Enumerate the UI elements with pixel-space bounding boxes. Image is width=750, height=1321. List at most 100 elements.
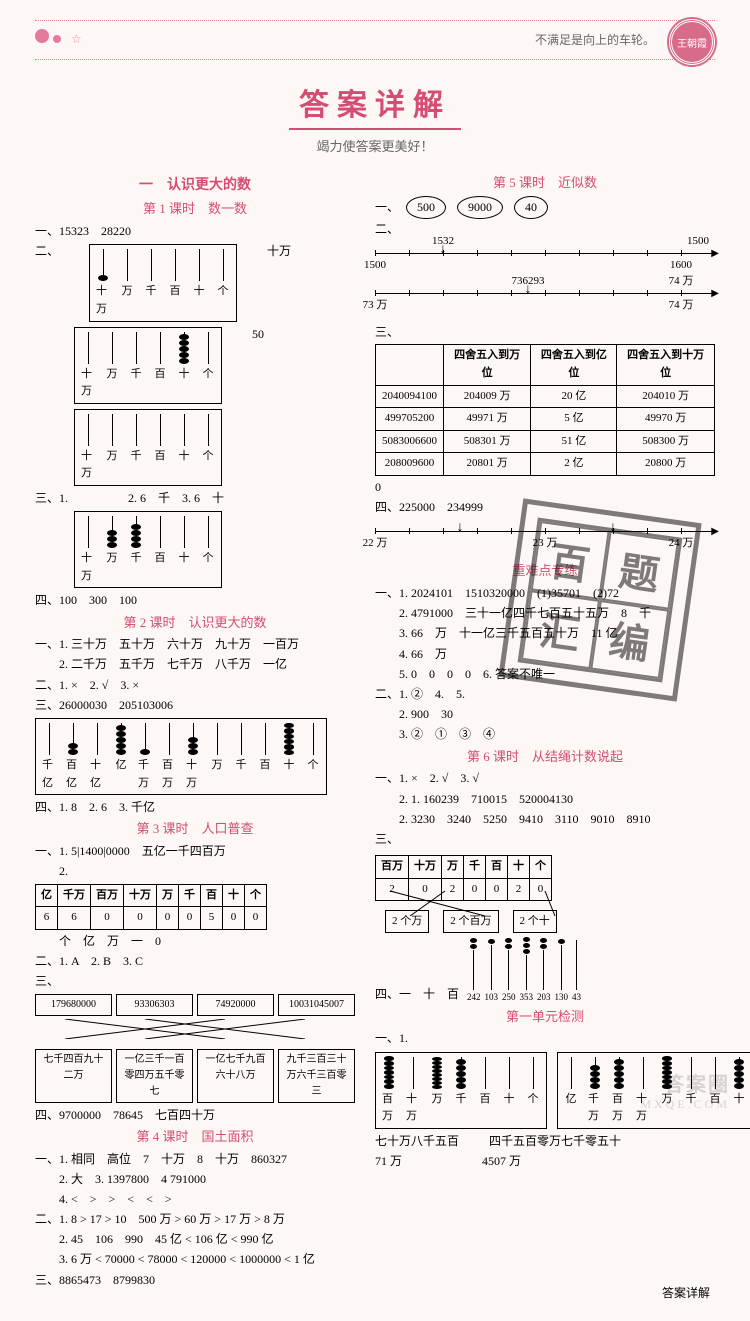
answer-row: 3. ② ① ③ ④ <box>375 725 715 744</box>
table-cell: 2040094100 <box>376 385 444 408</box>
oval-answer: 500 <box>406 196 446 219</box>
answer-row: 一、1. × 2. √ 3. √ <box>375 769 715 788</box>
answer-row: 2. 45 106 990 45 亿 < 106 亿 < 990 亿 <box>35 1230 355 1249</box>
publisher-badge: 王朝霞 <box>669 19 715 65</box>
table-header: 十万 <box>124 884 157 907</box>
table-cell: 0 <box>245 907 267 930</box>
answer-row: 三、26000030 205103006 <box>35 696 355 715</box>
table-cell: 208009600 <box>376 453 444 476</box>
table-cell: 49970 万 <box>617 408 715 431</box>
answer-row: 一、1. 相同 高位 7 十万 8 十万 860327 <box>35 1150 355 1169</box>
abacus-diagram: 千亿 百亿 十亿 亿 千万 百万 十万 万 千 百 十 个 <box>35 718 327 795</box>
table-cell: 0 <box>124 907 157 930</box>
table-cell: 0 <box>157 907 179 930</box>
header-quote: 不满足是向上的车轮。 <box>535 31 655 48</box>
table-cell: 6 <box>58 907 91 930</box>
page-header: ☆ 不满足是向上的车轮。 王朝霞 <box>35 20 715 60</box>
table-header: 四舍五入到十万位 <box>617 345 715 385</box>
answer-row: 2. 3230 3240 5250 9410 3110 9010 8910 <box>375 810 715 829</box>
answer-row: 2. 二千万 五千万 七千万 八千万 一亿 <box>35 655 355 674</box>
answer-value: 50 <box>252 325 264 344</box>
table-header: 百 <box>201 884 223 907</box>
page-title: 答案详解 <box>289 80 461 130</box>
place-value-table: 亿 千万 百万 十万 万 千 百 十 个 6 6 0 0 0 0 <box>35 884 267 930</box>
table-cell: 5083006600 <box>376 430 444 453</box>
tally-column: 43 <box>572 940 581 1004</box>
table-cell: 204010 万 <box>617 385 715 408</box>
answer-row: 二、1. 8 > 17 > 10 500 万 > 60 万 > 17 万 > 8… <box>35 1210 355 1229</box>
right-column: 第 5 课时 近似数 一、 500 9000 40 二、 1532 1500 ↓… <box>375 171 715 1291</box>
table-cell: 20801 万 <box>444 453 531 476</box>
number-box: 93306303 <box>116 994 193 1016</box>
abacus-diagram: 百万 十万 万 千 百 十 个 <box>375 1052 547 1129</box>
answer-row: 4. < > > < < > <box>35 1190 355 1209</box>
number-box: 74920000 <box>197 994 274 1016</box>
value-box: 2 个十 <box>513 910 557 934</box>
oval-answer: 40 <box>514 196 548 219</box>
place-value-diagram: 百万 十万 万 千 百 十 个 2 0 2 0 0 2 <box>375 853 595 933</box>
answer-row: 四、9700000 78645 七百四十万 <box>35 1106 355 1125</box>
watermark-stamp: 百题汇编 <box>498 498 701 701</box>
lesson-4-title: 第 4 课时 国土面积 <box>35 1127 355 1148</box>
lesson-2-title: 第 2 课时 认识更大的数 <box>35 613 355 634</box>
site-watermark-url: MXQE.COM <box>640 1097 730 1112</box>
tally-column: 250 <box>502 938 516 1004</box>
answer-row: 2. 大 3. 1397800 4 791000 <box>35 1170 355 1189</box>
table-header: 四舍五入到万位 <box>444 345 531 385</box>
answer-row: 二、1. × 2. √ 3. × <box>35 676 355 695</box>
answer-row: 三、1. 2. 6 千 3. 6 十 <box>35 489 355 508</box>
answer-row: 四、1. 8 2. 6 3. 千亿 <box>35 798 355 817</box>
table-cell: 6 <box>36 907 58 930</box>
answer-row: 四、一 十 百 <box>375 985 459 1004</box>
answer-value: 4507 万 <box>482 1152 521 1171</box>
table-header <box>376 345 444 385</box>
text-box: 一亿七千九百六十八万 <box>197 1049 274 1103</box>
site-watermark: 答案圈 <box>664 1068 730 1097</box>
answer-row: 一、1. <box>375 1029 715 1048</box>
number-boxes: 179680000 93306303 74920000 10031045007 <box>35 994 355 1016</box>
text-box: 一亿三千一百零四万五千零七 <box>116 1049 193 1103</box>
table-header: 千 <box>179 884 201 907</box>
left-column: 一 认识更大的数 第 1 课时 数一数 一、15323 28220 二、 十万 … <box>35 171 355 1291</box>
table-cell: 0 <box>223 907 245 930</box>
tally-column: 242 <box>467 938 481 1004</box>
lesson-3-title: 第 3 课时 人口普查 <box>35 819 355 840</box>
table-header: 个 <box>245 884 267 907</box>
table-cell: 508301 万 <box>444 430 531 453</box>
table-cell: 508300 万 <box>617 430 715 453</box>
table-cell: 5 <box>201 907 223 930</box>
answer-value: 十万 <box>267 242 291 261</box>
table-cell: 0 <box>91 907 124 930</box>
abacus-diagram: 十万 万 千 百 十 个 <box>74 409 222 486</box>
answer-row: 2. <box>35 862 355 881</box>
table-cell: 51 亿 <box>531 430 617 453</box>
label: 二、 <box>35 242 59 261</box>
table-cell: 5 亿 <box>531 408 617 431</box>
tally-column: 130 <box>555 939 569 1004</box>
lesson-1-title: 第 1 课时 数一数 <box>35 199 355 220</box>
oval-answer: 9000 <box>457 196 503 219</box>
header-decoration: ☆ <box>35 29 82 48</box>
abacus-diagram: 十万 万 千 百 十 个 <box>74 511 222 588</box>
answer-value: 71 万 <box>375 1152 402 1171</box>
answer-row: 一、1. 三十万 五十万 六十万 九十万 一百万 <box>35 635 355 654</box>
number-box: 179680000 <box>35 994 112 1016</box>
table-cell: 20 亿 <box>531 385 617 408</box>
table-header: 百万 <box>91 884 124 907</box>
number-box: 10031045007 <box>278 994 355 1016</box>
page-footer: 答案详解 <box>662 1284 710 1301</box>
answer-row: 一、 500 9000 40 <box>375 196 715 219</box>
table-header: 亿 <box>36 884 58 907</box>
answer-row: 四、100 300 100 <box>35 591 355 610</box>
answer-row: 2. 1. 160239 710015 520004130 <box>375 790 715 809</box>
number-line: 1532 1500 ↓ 1500 1600 <box>375 243 715 273</box>
answer-row: 2. 900 30 <box>375 705 715 724</box>
table-cell: 204009 万 <box>444 385 531 408</box>
answer-row: 三、8865473 8799830 <box>35 1271 355 1290</box>
table-cell: 2 亿 <box>531 453 617 476</box>
abacus-diagram: 十万 万 千 百 十 个 <box>89 244 237 321</box>
page-subtitle: 竭力使答案更美好！ <box>35 136 715 155</box>
answer-value: 0 <box>375 478 715 497</box>
table-header: 十 <box>223 884 245 907</box>
table-cell: 49971 万 <box>444 408 531 431</box>
